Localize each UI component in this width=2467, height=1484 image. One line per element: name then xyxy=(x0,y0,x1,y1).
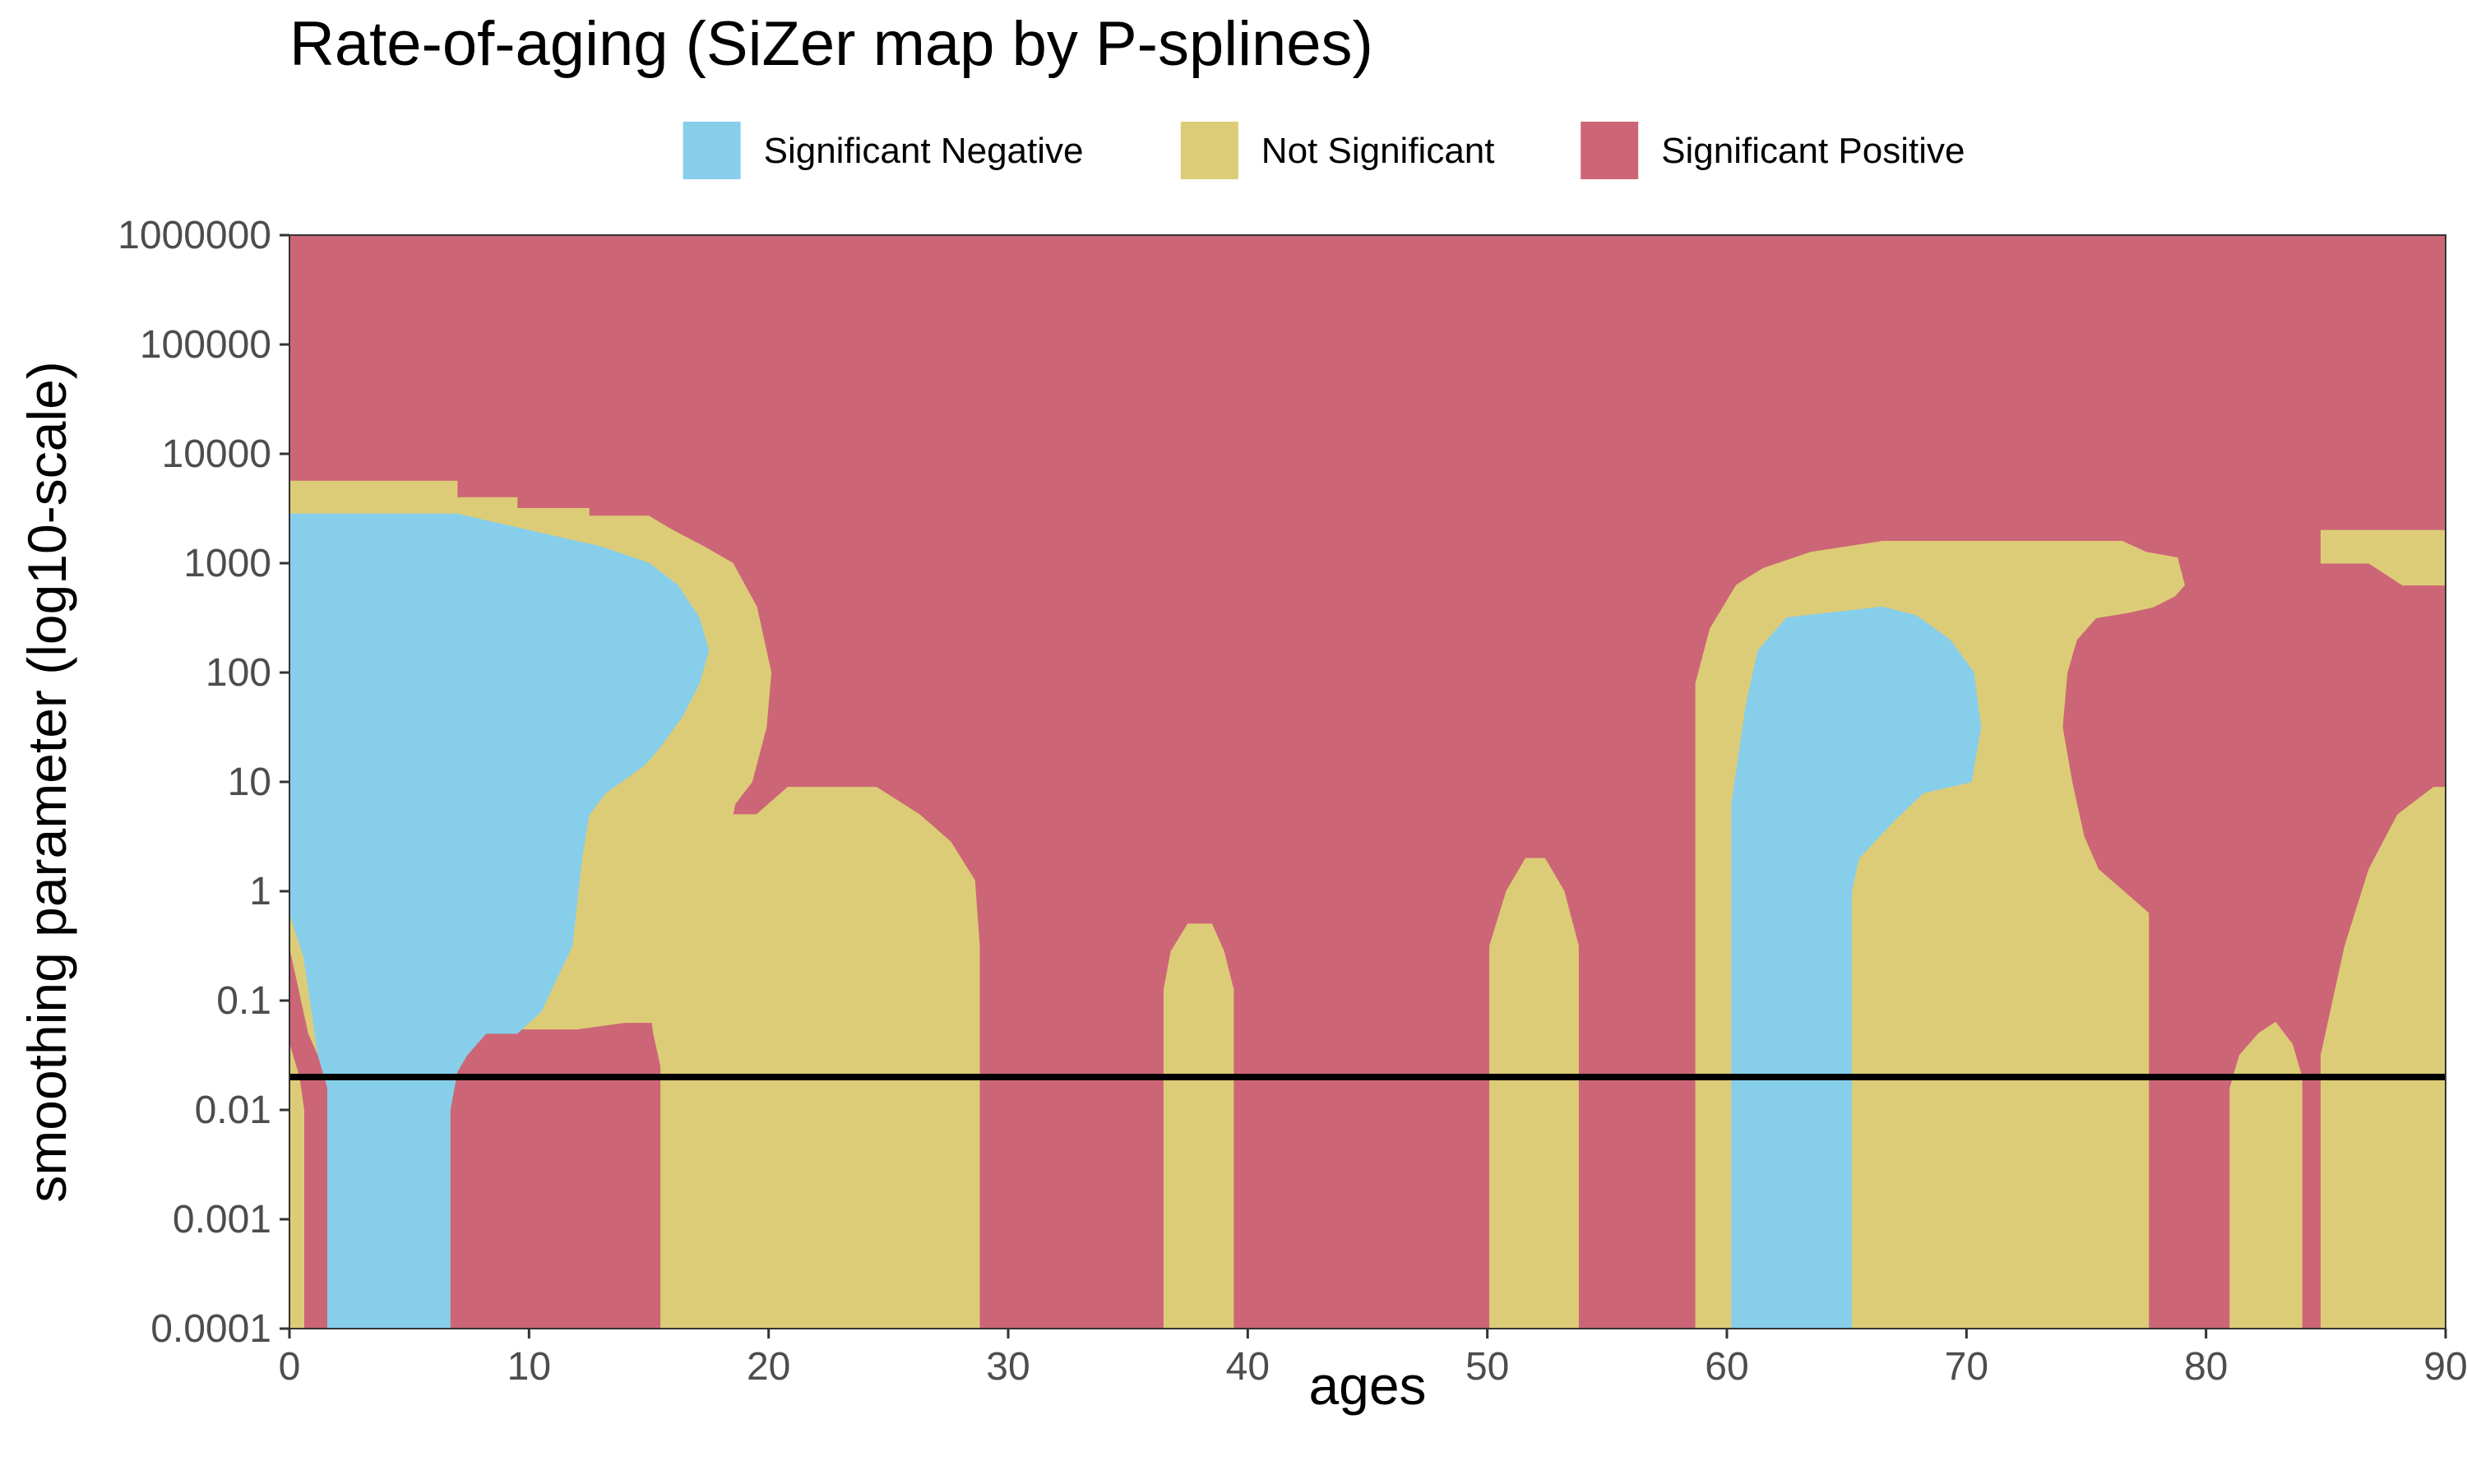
x-tick-label: 30 xyxy=(986,1345,1030,1389)
x-tick-label: 40 xyxy=(1226,1345,1270,1389)
region-significant-negative-9 xyxy=(289,513,710,1329)
y-tick-label: 10 xyxy=(228,760,271,804)
y-tick-label: 10000 xyxy=(162,432,271,476)
region-not-significant-1 xyxy=(289,1044,304,1329)
region-not-significant-8 xyxy=(2321,529,2446,586)
x-tick-label: 20 xyxy=(747,1345,790,1389)
legend-swatch-significant-negative xyxy=(683,122,741,179)
x-tick-label: 70 xyxy=(1945,1345,1988,1389)
x-axis-label: ages xyxy=(1308,1355,1426,1416)
y-tick-label: 100 xyxy=(206,651,271,695)
x-tick-label: 50 xyxy=(1465,1345,1509,1389)
x-tick-label: 90 xyxy=(2423,1345,2467,1389)
region-not-significant-3 xyxy=(1163,923,1234,1329)
legend-label-significant-negative: Significant Negative xyxy=(764,131,1084,171)
y-axis-label: smoothing parameter (log10-scale) xyxy=(16,361,77,1202)
x-tick-label: 0 xyxy=(279,1345,301,1389)
legend-label-significant-positive: Significant Positive xyxy=(1661,131,1965,171)
sizer-regions xyxy=(289,480,2446,1329)
legend-swatch-significant-positive xyxy=(1581,122,1639,179)
y-tick-label: 0.0001 xyxy=(150,1307,271,1351)
y-tick-label: 1000000 xyxy=(118,214,271,257)
region-not-significant-6 xyxy=(2229,1021,2303,1329)
y-tick-label: 0.001 xyxy=(173,1198,271,1241)
x-tick-label: 80 xyxy=(2184,1345,2228,1389)
region-not-significant-4 xyxy=(1489,858,1579,1329)
x-axis: 0 10 20 30 40 50 60 70 80 90 xyxy=(279,1329,2467,1389)
x-tick-label: 60 xyxy=(1705,1345,1748,1389)
region-significant-negative-10 xyxy=(1731,606,1982,1329)
y-axis: 0.0001 0.001 0.01 0.1 1 10 100 1000 10000 100000 1… xyxy=(118,214,289,1351)
x-tick-label: 10 xyxy=(507,1345,551,1389)
region-not-significant-7 xyxy=(2321,787,2446,1329)
y-tick-label: 1 xyxy=(249,870,271,913)
chart-legend: Significant Negative Not Significant Signi… xyxy=(683,122,1965,179)
y-tick-label: 100000 xyxy=(140,323,271,367)
legend-label-not-significant: Not Significant xyxy=(1261,131,1495,171)
chart-title: Rate-of-aging (SiZer map by P-splines) xyxy=(289,9,1373,79)
y-tick-label: 0.01 xyxy=(195,1089,271,1132)
y-tick-label: 0.1 xyxy=(216,979,271,1023)
region-not-significant-2 xyxy=(693,787,980,1329)
y-tick-label: 1000 xyxy=(183,542,271,585)
legend-swatch-not-significant xyxy=(1180,122,1238,179)
